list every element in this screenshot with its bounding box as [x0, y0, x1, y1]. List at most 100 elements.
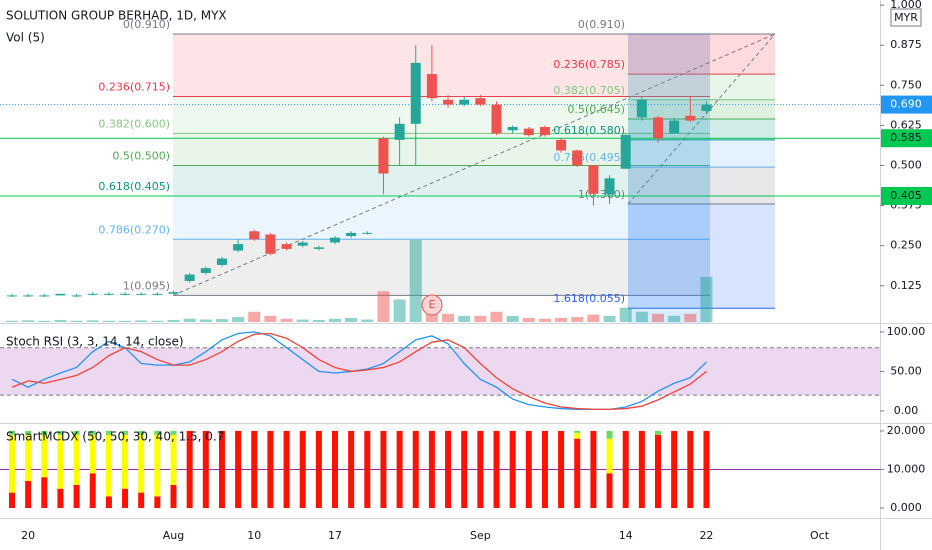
mcdx-bar — [558, 430, 565, 508]
candle-body — [297, 242, 308, 246]
fib-label: 1(0.095) — [123, 279, 170, 292]
mcdx-bar — [73, 434, 80, 485]
mcdx-bar — [509, 430, 516, 508]
mcdx-bar — [25, 430, 32, 435]
stoch-line — [11, 332, 707, 411]
volume-bar — [232, 317, 245, 322]
candle-body — [620, 135, 631, 169]
mcdx-bar — [138, 430, 145, 435]
mcdx-bar — [574, 432, 581, 439]
volume-bar — [538, 318, 551, 322]
mcdx-bar — [590, 430, 597, 508]
volume-bar — [167, 319, 180, 322]
mcdx-bar — [202, 430, 209, 508]
x-tick-label: 17 — [328, 529, 342, 542]
mcdx-bar — [251, 430, 258, 508]
fib-label: 0.618(0.405) — [98, 180, 170, 193]
fib-label: 0(0.910) — [578, 18, 625, 31]
mcdx-bar — [25, 481, 32, 508]
price-tag-label: 0.690 — [890, 98, 922, 111]
volume-bar — [22, 320, 35, 322]
y-tick-label: 0.250 — [890, 239, 922, 252]
candle-body — [7, 295, 17, 297]
volume-bar — [345, 317, 358, 322]
candle-body — [152, 293, 163, 295]
fib-label: 0.786(0.270) — [98, 223, 170, 236]
candle-body — [39, 295, 50, 297]
mcdx-bar — [105, 430, 112, 435]
volume-bar — [135, 320, 148, 322]
candle-body — [87, 293, 98, 295]
currency-box — [890, 8, 922, 27]
price-tag — [881, 186, 932, 205]
fib-label: 0.5(0.500) — [112, 150, 170, 163]
mcdx-bar — [655, 434, 661, 508]
volume-bar — [490, 311, 503, 322]
x-tick-label: 14 — [619, 529, 633, 542]
earnings-marker[interactable] — [421, 294, 443, 316]
fib-band — [628, 167, 775, 204]
y-tick-label: 0.500 — [890, 159, 922, 172]
mcdx-bar — [622, 430, 629, 508]
candle-body — [636, 99, 647, 118]
candle-body — [604, 178, 615, 195]
fib-label: 0.236(0.785) — [553, 58, 625, 71]
volume-bar — [6, 320, 18, 322]
volume-bar — [377, 291, 390, 322]
mcdx-bar — [574, 438, 581, 508]
mcdx-bar — [57, 434, 64, 489]
mcdx-bar — [218, 430, 225, 508]
candle-body — [410, 62, 421, 124]
candle-body — [394, 123, 405, 140]
candle-body — [313, 247, 324, 249]
volume-bar — [700, 276, 713, 322]
candle-body — [362, 232, 373, 234]
candle-body — [55, 293, 66, 296]
fib-band — [173, 195, 710, 240]
fib-label: 0.5(0.645) — [567, 103, 625, 116]
mcdx-bar — [154, 496, 161, 508]
candle-body — [588, 165, 599, 194]
mcdx-bar — [105, 496, 112, 508]
volume-bar — [555, 317, 568, 322]
candle-body — [346, 232, 357, 237]
fib-band — [173, 165, 710, 196]
mcdx-bar — [235, 430, 242, 508]
y-tick-label: 0.875 — [890, 38, 922, 51]
candle-body — [168, 292, 179, 294]
marks — [0, 45, 880, 508]
candle-body — [281, 244, 292, 249]
mcdx-bar — [299, 430, 306, 508]
candle-body — [216, 258, 227, 265]
mcdx-bar — [105, 434, 112, 497]
volume-bar — [151, 320, 164, 322]
x-tick-label: Oct — [810, 529, 830, 542]
mcdx-bar — [122, 434, 129, 489]
volume-bar — [361, 319, 374, 322]
mcdx-bar — [122, 488, 129, 508]
candle-body — [539, 127, 550, 136]
mcdx-bar — [267, 430, 274, 508]
mcdx-bar — [154, 430, 161, 435]
fib-band — [173, 239, 710, 296]
mcdx-bar — [154, 434, 161, 497]
mcdx-bar — [638, 430, 645, 508]
mcdx-bar — [541, 430, 548, 508]
fib-band — [628, 74, 775, 100]
mcdx-bar — [9, 492, 15, 508]
mcdx-bar — [89, 430, 96, 435]
volume-bar — [474, 315, 487, 322]
candle-body — [572, 150, 583, 166]
mcdx-bar — [9, 434, 15, 493]
candle-body — [249, 231, 260, 240]
mcdx-bar — [606, 438, 613, 474]
mcdx-bar — [283, 430, 290, 508]
volume-bar — [393, 299, 406, 322]
mcdx-bar — [380, 430, 387, 508]
mcdx-bar — [41, 434, 48, 478]
fib-label: 0(0.910) — [123, 18, 170, 31]
volume-bar — [442, 313, 455, 322]
mcdx-bar — [9, 430, 15, 435]
volume-bar — [458, 315, 471, 322]
